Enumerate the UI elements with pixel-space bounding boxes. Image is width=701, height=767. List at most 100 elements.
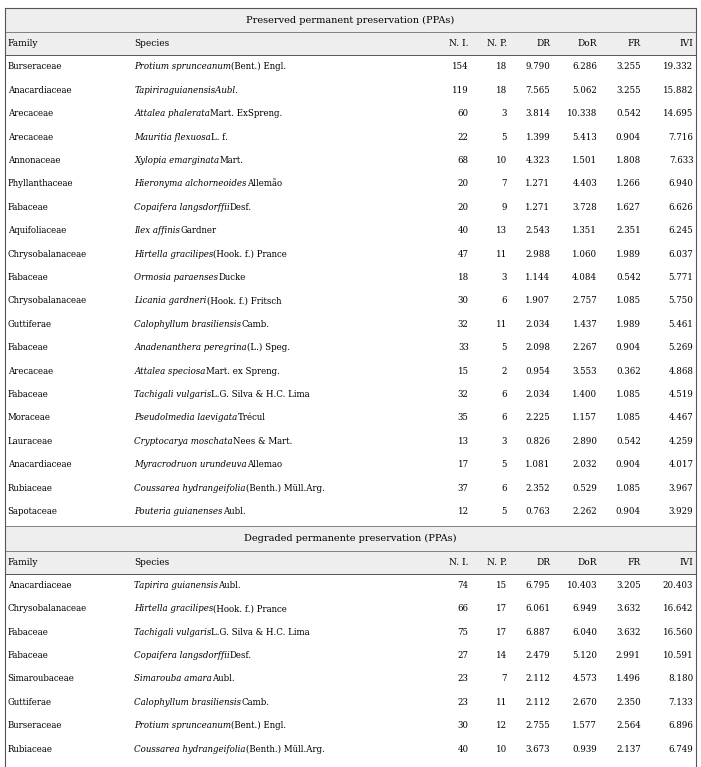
Text: 5.461: 5.461 bbox=[669, 320, 693, 329]
Text: Chrysobalanaceae: Chrysobalanaceae bbox=[8, 604, 87, 614]
Text: 5: 5 bbox=[501, 133, 507, 142]
Text: 18: 18 bbox=[458, 273, 469, 282]
Text: 2.991: 2.991 bbox=[616, 651, 641, 660]
Text: 7.133: 7.133 bbox=[669, 698, 693, 707]
Text: N. I.: N. I. bbox=[449, 558, 469, 567]
Text: 12: 12 bbox=[496, 721, 507, 730]
Text: L.G. Silva & H.C. Lima: L.G. Silva & H.C. Lima bbox=[212, 390, 310, 399]
Text: Fabaceae: Fabaceae bbox=[8, 202, 48, 212]
Text: 10: 10 bbox=[496, 156, 507, 165]
Text: 15: 15 bbox=[496, 581, 507, 590]
Text: Anadenanthera peregrina: Anadenanthera peregrina bbox=[134, 343, 247, 352]
Text: 5: 5 bbox=[501, 460, 507, 469]
Text: Pseudolmedia laevigata: Pseudolmedia laevigata bbox=[134, 413, 238, 423]
Text: Simaroubaceae: Simaroubaceae bbox=[8, 674, 74, 683]
Text: TapiriraguianensisAubl.: TapiriraguianensisAubl. bbox=[134, 86, 238, 95]
Text: 5.750: 5.750 bbox=[669, 296, 693, 305]
Text: 32: 32 bbox=[458, 390, 469, 399]
Text: 30: 30 bbox=[458, 296, 469, 305]
Text: Fabaceae: Fabaceae bbox=[8, 343, 48, 352]
Text: 20.403: 20.403 bbox=[663, 581, 693, 590]
Text: 30: 30 bbox=[458, 721, 469, 730]
Text: 1.266: 1.266 bbox=[616, 179, 641, 189]
Text: 6.061: 6.061 bbox=[525, 604, 550, 614]
Text: 6.896: 6.896 bbox=[669, 721, 693, 730]
Text: Mart. ex Spreng.: Mart. ex Spreng. bbox=[205, 367, 280, 376]
Text: 6: 6 bbox=[501, 296, 507, 305]
Text: L. f.: L. f. bbox=[211, 133, 228, 142]
Text: Guttiferae: Guttiferae bbox=[8, 320, 52, 329]
Text: Tachigali vulgaris: Tachigali vulgaris bbox=[134, 390, 212, 399]
Text: 3.967: 3.967 bbox=[669, 483, 693, 492]
Text: 0.904: 0.904 bbox=[615, 133, 641, 142]
Text: 10.403: 10.403 bbox=[566, 581, 597, 590]
Text: 0.362: 0.362 bbox=[616, 367, 641, 376]
Text: Burseraceae: Burseraceae bbox=[8, 62, 62, 71]
Text: 66: 66 bbox=[458, 604, 469, 614]
Text: 6.749: 6.749 bbox=[669, 745, 693, 754]
Text: N. I.: N. I. bbox=[449, 39, 469, 48]
Text: 5.062: 5.062 bbox=[572, 86, 597, 95]
Text: Licania gardneri: Licania gardneri bbox=[134, 296, 207, 305]
Text: 5: 5 bbox=[501, 343, 507, 352]
Text: 11: 11 bbox=[496, 249, 507, 258]
Text: Coussarea hydrangeifolia: Coussarea hydrangeifolia bbox=[134, 483, 245, 492]
Text: Guttiferae: Guttiferae bbox=[8, 698, 52, 707]
Text: 3: 3 bbox=[501, 273, 507, 282]
Text: 74: 74 bbox=[458, 581, 469, 590]
Text: 5.413: 5.413 bbox=[573, 133, 597, 142]
Text: 1.627: 1.627 bbox=[616, 202, 641, 212]
Text: DoR: DoR bbox=[578, 39, 597, 48]
Text: 1.907: 1.907 bbox=[525, 296, 550, 305]
Text: Sapotaceae: Sapotaceae bbox=[8, 507, 57, 516]
Text: 0.954: 0.954 bbox=[525, 367, 550, 376]
Text: Arecaceae: Arecaceae bbox=[8, 109, 53, 118]
Bar bbox=[5, 526, 696, 551]
Text: 2.352: 2.352 bbox=[526, 483, 550, 492]
Text: Mart.: Mart. bbox=[219, 156, 243, 165]
Text: 2.034: 2.034 bbox=[526, 320, 550, 329]
Text: 3.553: 3.553 bbox=[573, 367, 597, 376]
Text: 10.591: 10.591 bbox=[662, 651, 693, 660]
Text: Fabaceae: Fabaceae bbox=[8, 390, 48, 399]
Text: 1.400: 1.400 bbox=[572, 390, 597, 399]
Text: Annonaceae: Annonaceae bbox=[8, 156, 60, 165]
Text: Aubl.: Aubl. bbox=[212, 674, 235, 683]
Text: FR: FR bbox=[627, 39, 641, 48]
Text: L.G. Silva & H.C. Lima: L.G. Silva & H.C. Lima bbox=[212, 627, 310, 637]
Text: Camb.: Camb. bbox=[241, 320, 269, 329]
Text: N. P.: N. P. bbox=[486, 558, 507, 567]
Text: Fabaceae: Fabaceae bbox=[8, 651, 48, 660]
Text: Allemao: Allemao bbox=[247, 460, 282, 469]
Text: 37: 37 bbox=[458, 483, 469, 492]
Text: Species: Species bbox=[134, 39, 170, 48]
Text: 2.098: 2.098 bbox=[525, 343, 550, 352]
Text: 20: 20 bbox=[458, 202, 469, 212]
Text: 3: 3 bbox=[501, 109, 507, 118]
Text: 10.338: 10.338 bbox=[567, 109, 597, 118]
Text: 23: 23 bbox=[458, 674, 469, 683]
Text: Degraded permanente preservation (PPAs): Degraded permanente preservation (PPAs) bbox=[244, 534, 457, 543]
Text: 2.755: 2.755 bbox=[526, 721, 550, 730]
Text: 6.286: 6.286 bbox=[572, 62, 597, 71]
Text: 7: 7 bbox=[501, 179, 507, 189]
Text: 4.868: 4.868 bbox=[668, 367, 693, 376]
Text: 1.157: 1.157 bbox=[572, 413, 597, 423]
Text: 0.763: 0.763 bbox=[526, 507, 550, 516]
Text: 32: 32 bbox=[458, 320, 469, 329]
Text: 6: 6 bbox=[501, 483, 507, 492]
Text: Cryptocarya moschata: Cryptocarya moschata bbox=[134, 436, 233, 446]
Text: 4.323: 4.323 bbox=[526, 156, 550, 165]
Text: 47: 47 bbox=[458, 249, 469, 258]
Text: Aquifoliaceae: Aquifoliaceae bbox=[8, 226, 66, 235]
Text: (Bent.) Engl.: (Bent.) Engl. bbox=[231, 62, 286, 71]
Text: Tachigali vulgaris: Tachigali vulgaris bbox=[134, 627, 212, 637]
Text: 35: 35 bbox=[458, 413, 469, 423]
Text: Preserved permanent preservation (PPAs): Preserved permanent preservation (PPAs) bbox=[246, 15, 455, 25]
Text: 1.060: 1.060 bbox=[572, 249, 597, 258]
Text: 4.403: 4.403 bbox=[573, 179, 597, 189]
Text: 40: 40 bbox=[458, 226, 469, 235]
Text: 2.267: 2.267 bbox=[573, 343, 597, 352]
Text: 2.112: 2.112 bbox=[525, 674, 550, 683]
Text: 0.904: 0.904 bbox=[615, 343, 641, 352]
